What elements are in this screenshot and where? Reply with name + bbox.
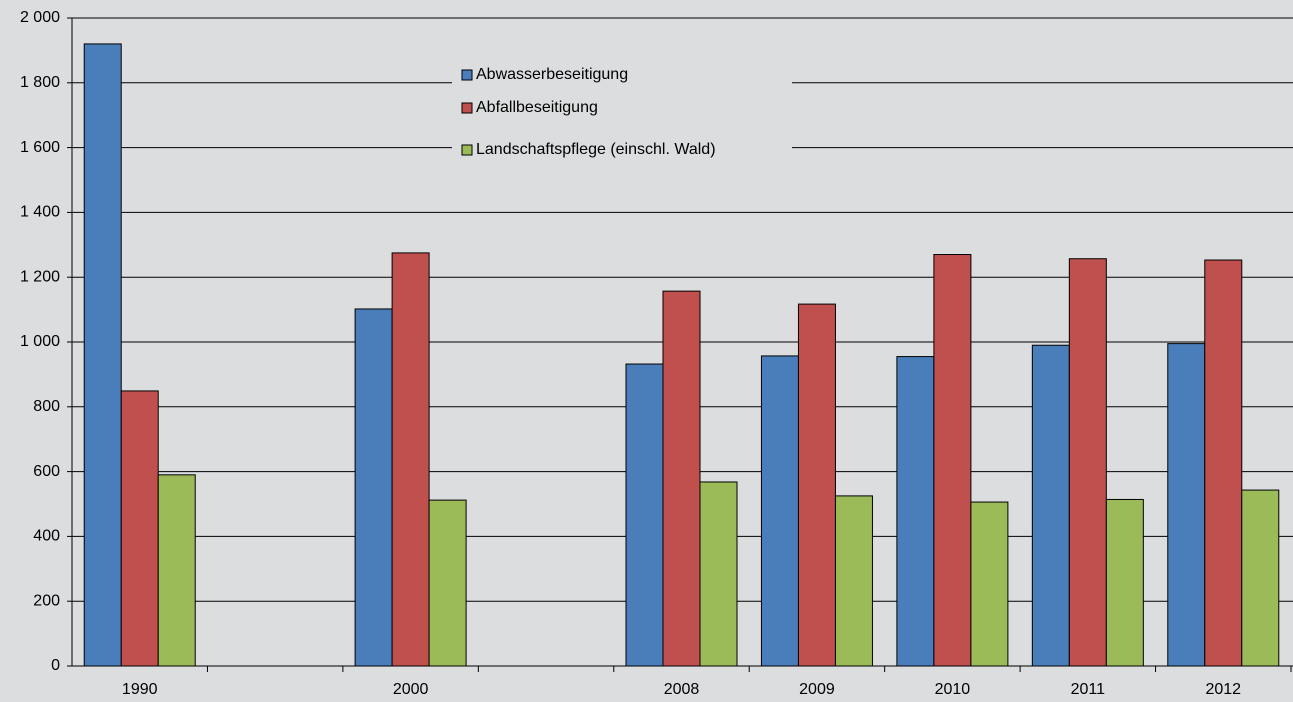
legend-swatch xyxy=(461,144,473,156)
y-tick-label: 800 xyxy=(33,398,60,415)
legend-label: Abwasserbeseitigung xyxy=(476,66,628,83)
bar xyxy=(699,481,738,667)
y-tick-label: 1 400 xyxy=(20,204,60,221)
bar xyxy=(1204,259,1243,667)
bar xyxy=(1031,344,1070,667)
y-tick-label: 1 200 xyxy=(20,268,60,285)
legend-label: Abfallbeseitigung xyxy=(476,99,598,116)
x-tick-label: 2010 xyxy=(935,681,971,698)
x-tick-label: 2011 xyxy=(1071,681,1106,698)
bar xyxy=(933,254,972,667)
x-tick-label: 2009 xyxy=(799,681,835,698)
bar xyxy=(797,303,836,667)
y-tick-label: 1 800 xyxy=(20,74,60,91)
legend-swatch xyxy=(461,102,473,114)
bar xyxy=(834,495,873,667)
y-tick-label: 0 xyxy=(51,657,60,674)
legend-box xyxy=(452,60,792,168)
y-tick-label: 1 600 xyxy=(20,139,60,156)
y-tick-label: 1 000 xyxy=(20,333,60,350)
bar xyxy=(428,499,467,667)
bar xyxy=(760,355,799,667)
y-tick-label: 2 000 xyxy=(20,9,60,26)
x-tick-label: 2000 xyxy=(393,681,429,698)
bar xyxy=(83,43,122,667)
bar xyxy=(354,308,393,667)
bar xyxy=(970,501,1009,667)
x-tick-label: 1990 xyxy=(122,681,158,698)
bar xyxy=(391,252,430,667)
y-tick-label: 200 xyxy=(33,592,60,609)
y-tick-label: 400 xyxy=(33,528,60,545)
legend-label: Landschaftspflege (einschl. Wald) xyxy=(476,141,716,158)
x-tick-label: 2012 xyxy=(1205,681,1241,698)
bar xyxy=(1105,498,1144,667)
x-tick-label: 2008 xyxy=(664,681,700,698)
bar xyxy=(896,356,935,667)
legend-swatch xyxy=(461,69,473,81)
bar xyxy=(1167,343,1206,667)
bar xyxy=(1068,258,1107,667)
bar xyxy=(157,474,196,667)
bar xyxy=(1241,489,1280,667)
bar xyxy=(625,363,664,667)
bar xyxy=(120,390,159,667)
y-tick-label: 600 xyxy=(33,463,60,480)
bar xyxy=(662,290,701,667)
